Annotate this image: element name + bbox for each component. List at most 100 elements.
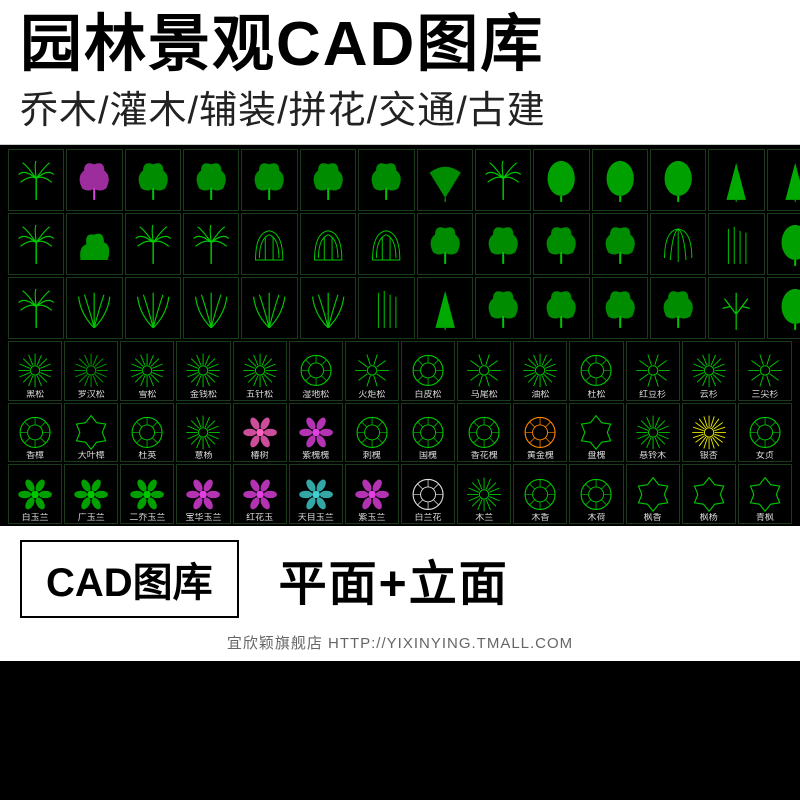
tree-elevation-icon[interactable] (533, 213, 589, 275)
tree-plan-icon[interactable]: 五针松 (233, 341, 287, 401)
cad-library-button[interactable]: CAD图库 (20, 540, 239, 618)
tree-plan-icon[interactable]: 黄金槐 (513, 403, 567, 463)
tree-plan-icon[interactable]: 广玉兰 (64, 464, 118, 524)
tree-plan-icon[interactable]: 杜英 (120, 403, 174, 463)
tree-elevation-icon[interactable] (125, 277, 181, 339)
tree-plan-icon[interactable]: 湿地松 (289, 341, 343, 401)
tree-plan-icon[interactable]: 三尖杉 (738, 341, 792, 401)
tree-plan-icon[interactable]: 悬铃木 (626, 403, 680, 463)
tree-elevation-icon[interactable] (708, 213, 764, 275)
tree-elevation-icon[interactable] (767, 213, 800, 275)
tree-elevation-icon[interactable] (358, 149, 414, 211)
tree-plan-icon[interactable]: 天目玉兰 (289, 464, 343, 524)
tree-plan-icon[interactable]: 木荷 (569, 464, 623, 524)
tree-elevation-icon[interactable] (66, 149, 122, 211)
tree-plan-icon[interactable]: 金钱松 (176, 341, 230, 401)
tree-elevation-icon[interactable] (66, 213, 122, 275)
tree-elevation-icon[interactable] (300, 277, 356, 339)
tree-elevation-icon[interactable] (650, 149, 706, 211)
tree-elevation-icon[interactable] (475, 149, 531, 211)
tree-plan-icon[interactable]: 红花玉 (233, 464, 287, 524)
tree-plan-icon[interactable]: 云杉 (682, 341, 736, 401)
tree-elevation-icon[interactable] (592, 149, 648, 211)
tree-elevation-icon[interactable] (241, 213, 297, 275)
tree-label: 红花玉 (234, 513, 286, 522)
tree-plan-icon[interactable]: 紫玉兰 (345, 464, 399, 524)
tree-elevation-icon[interactable] (650, 277, 706, 339)
tree-plan-icon[interactable]: 刺槐 (345, 403, 399, 463)
tree-label: 紫玉兰 (346, 513, 398, 522)
tree-elevation-icon[interactable] (767, 149, 800, 211)
tree-elevation-icon[interactable] (592, 213, 648, 275)
tree-elevation-icon[interactable] (8, 277, 64, 339)
tree-label: 紫槐槐 (290, 451, 342, 460)
cad-grid: 黑松罗汉松雪松金钱松五针松湿地松火炬松白皮松马尾松油松杜松红豆杉云杉三尖杉香樟大… (0, 145, 800, 524)
tree-elevation-icon[interactable] (358, 277, 414, 339)
tree-plan-icon[interactable]: 大叶樟 (64, 403, 118, 463)
tree-plan-icon[interactable]: 二乔玉兰 (120, 464, 174, 524)
tree-label: 香樟 (9, 451, 61, 460)
tree-label: 大叶樟 (65, 451, 117, 460)
tree-plan-icon[interactable]: 白玉兰 (8, 464, 62, 524)
tree-plan-icon[interactable]: 罗汉松 (64, 341, 118, 401)
tree-plan-icon[interactable]: 油松 (513, 341, 567, 401)
tree-plan-icon[interactable]: 枫香 (626, 464, 680, 524)
tree-elevation-icon[interactable] (66, 277, 122, 339)
tree-plan-icon[interactable]: 女贞 (738, 403, 792, 463)
tree-elevation-icon[interactable] (650, 213, 706, 275)
tree-label: 银杏 (683, 451, 735, 460)
store-link[interactable]: 宜欣颖旗舰店 HTTP://YIXINYING.TMALL.COM (20, 632, 780, 653)
tree-elevation-icon[interactable] (8, 213, 64, 275)
tree-plan-icon[interactable]: 枫杨 (682, 464, 736, 524)
tree-elevation-icon[interactable] (241, 149, 297, 211)
tree-plan-icon[interactable]: 香樟 (8, 403, 62, 463)
tree-elevation-icon[interactable] (8, 149, 64, 211)
tree-elevation-icon[interactable] (708, 277, 764, 339)
tree-plan-icon[interactable]: 火炬松 (345, 341, 399, 401)
tree-plan-icon[interactable]: 红豆杉 (626, 341, 680, 401)
tree-elevation-icon[interactable] (183, 149, 239, 211)
tree-plan-icon[interactable]: 国槐 (401, 403, 455, 463)
tree-label: 罗汉松 (65, 390, 117, 399)
tree-elevation-icon[interactable] (708, 149, 764, 211)
tree-plan-icon[interactable]: 椿树 (233, 403, 287, 463)
tree-elevation-icon[interactable] (125, 213, 181, 275)
subtitle: 乔木/灌木/辅装/拼花/交通/古建 (20, 79, 780, 134)
tree-elevation-icon[interactable] (241, 277, 297, 339)
tree-plan-icon[interactable]: 木兰 (457, 464, 511, 524)
tree-elevation-icon[interactable] (300, 149, 356, 211)
tree-elevation-icon[interactable] (183, 277, 239, 339)
tree-elevation-icon[interactable] (475, 213, 531, 275)
tree-plan-icon[interactable]: 香花槐 (457, 403, 511, 463)
tree-elevation-icon[interactable] (125, 149, 181, 211)
tree-elevation-icon[interactable] (417, 213, 473, 275)
tree-label: 宝华玉兰 (177, 513, 229, 522)
tree-elevation-icon[interactable] (417, 149, 473, 211)
tree-label: 青枫 (739, 513, 791, 522)
tree-elevation-icon[interactable] (592, 277, 648, 339)
tree-plan-icon[interactable]: 马尾松 (457, 341, 511, 401)
tree-plan-icon[interactable]: 意杨 (176, 403, 230, 463)
tree-plan-icon[interactable]: 青枫 (738, 464, 792, 524)
tree-plan-icon[interactable]: 木香 (513, 464, 567, 524)
tree-elevation-icon[interactable] (358, 213, 414, 275)
tree-elevation-icon[interactable] (300, 213, 356, 275)
tree-elevation-icon[interactable] (767, 277, 800, 339)
tree-label: 香花槐 (458, 451, 510, 460)
tree-plan-icon[interactable]: 盘槐 (569, 403, 623, 463)
tree-elevation-icon[interactable] (533, 149, 589, 211)
tree-plan-icon[interactable]: 白皮松 (401, 341, 455, 401)
tree-plan-icon[interactable]: 白兰花 (401, 464, 455, 524)
tree-plan-icon[interactable]: 雪松 (120, 341, 174, 401)
tree-elevation-icon[interactable] (475, 277, 531, 339)
tree-elevation-icon[interactable] (417, 277, 473, 339)
tree-plan-icon[interactable]: 银杏 (682, 403, 736, 463)
tree-elevation-icon[interactable] (183, 213, 239, 275)
tree-plan-icon[interactable]: 杜松 (569, 341, 623, 401)
tree-plan-icon[interactable]: 宝华玉兰 (176, 464, 230, 524)
tree-plan-icon[interactable]: 紫槐槐 (289, 403, 343, 463)
tree-elevation-icon[interactable] (533, 277, 589, 339)
tree-label: 杜英 (121, 451, 173, 460)
tree-plan-icon[interactable]: 黑松 (8, 341, 62, 401)
footer: CAD图库 平面+立面 宜欣颖旗舰店 HTTP://YIXINYING.TMAL… (0, 526, 800, 661)
